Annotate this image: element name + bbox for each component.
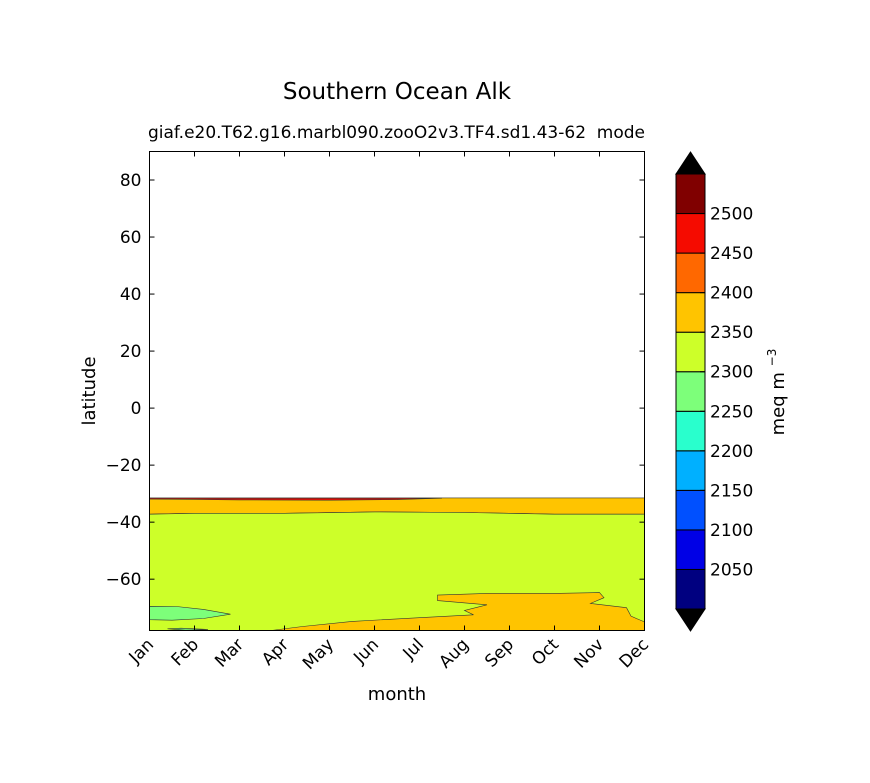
x-tick-label: Nov <box>570 635 608 673</box>
chart-subtitle-right: mode <box>597 123 645 143</box>
colorbar-tick-label: 2350 <box>710 323 753 343</box>
x-tick-label: Sep <box>481 635 518 672</box>
colorbar-tick-label: 2400 <box>710 284 753 304</box>
x-tick-label: Jul <box>399 635 428 664</box>
colorbar-tick-label: 2100 <box>710 521 753 541</box>
colorbar-tick-label: 2500 <box>710 205 753 225</box>
contour-region-2 <box>270 592 645 631</box>
colorbar-segment <box>675 450 706 491</box>
contour-region-4 <box>167 627 209 631</box>
y-tick-label: 80 <box>120 171 142 191</box>
y-axis-label: latitude <box>79 356 100 425</box>
contour-region-3 <box>149 605 231 621</box>
colorbar-segment <box>675 173 706 215</box>
y-axis-ticks: 80 60 40 20 0 −20 −40 −60 <box>106 171 645 590</box>
colorbar-segment <box>675 568 706 610</box>
x-tick-label: Jun <box>349 635 383 669</box>
x-tick-label: Apr <box>258 635 293 670</box>
colorbar-label: meq m −3 <box>765 349 789 436</box>
x-tick-label: Jan <box>125 635 158 668</box>
x-tick-label: May <box>299 635 338 674</box>
colorbar-tick-label: 2450 <box>710 244 753 264</box>
chart-subtitle-left: giaf.e20.T62.g16.marbl090.zooO2v3.TF4.sd… <box>148 123 586 143</box>
plot-frame <box>149 151 645 631</box>
colorbar-tick-label: 2300 <box>710 363 753 383</box>
y-tick-label: 0 <box>131 399 142 419</box>
colorbar-tick-label: 2200 <box>710 442 753 462</box>
colorbar-tick-label: 2050 <box>710 560 753 580</box>
colorbar-segment <box>675 292 706 333</box>
colorbar-segment <box>675 371 706 412</box>
x-tick-label: Oct <box>528 635 563 670</box>
colorbar-tick-label: 2250 <box>710 402 753 422</box>
x-axis-label: month <box>368 684 426 705</box>
y-tick-label: −20 <box>106 456 142 476</box>
chart-title: Southern Ocean Alk <box>283 79 512 105</box>
colorbar-segment <box>675 213 706 254</box>
y-tick-label: 60 <box>120 228 142 248</box>
x-tick-label: Mar <box>211 635 248 672</box>
y-tick-label: −60 <box>106 570 142 590</box>
colorbar-segment <box>675 252 706 294</box>
colorbar-label-unit: meq m <box>768 372 789 435</box>
contour-region-5 <box>149 497 443 501</box>
colorbar-segment <box>675 331 706 373</box>
x-tick-label: Aug <box>435 635 473 673</box>
plot-area <box>149 497 645 631</box>
y-tick-label: −40 <box>106 513 142 533</box>
colorbar-label-exponent: −3 <box>765 349 779 367</box>
y-tick-label: 40 <box>120 285 142 305</box>
colorbar-segment <box>675 529 706 570</box>
colorbar-tick-label: 2150 <box>710 481 753 501</box>
y-tick-label: 20 <box>120 342 142 362</box>
colorbar-extend-top <box>675 151 706 175</box>
colorbar-extend-bottom <box>675 608 706 632</box>
colorbar-segment <box>675 489 706 531</box>
x-tick-label: Dec <box>616 635 653 672</box>
x-tick-label: Feb <box>168 635 203 670</box>
colorbar: 2050 2100 2150 2200 2250 2300 2350 2400 2450 2500 <box>675 151 753 632</box>
colorbar-segment <box>675 410 706 452</box>
